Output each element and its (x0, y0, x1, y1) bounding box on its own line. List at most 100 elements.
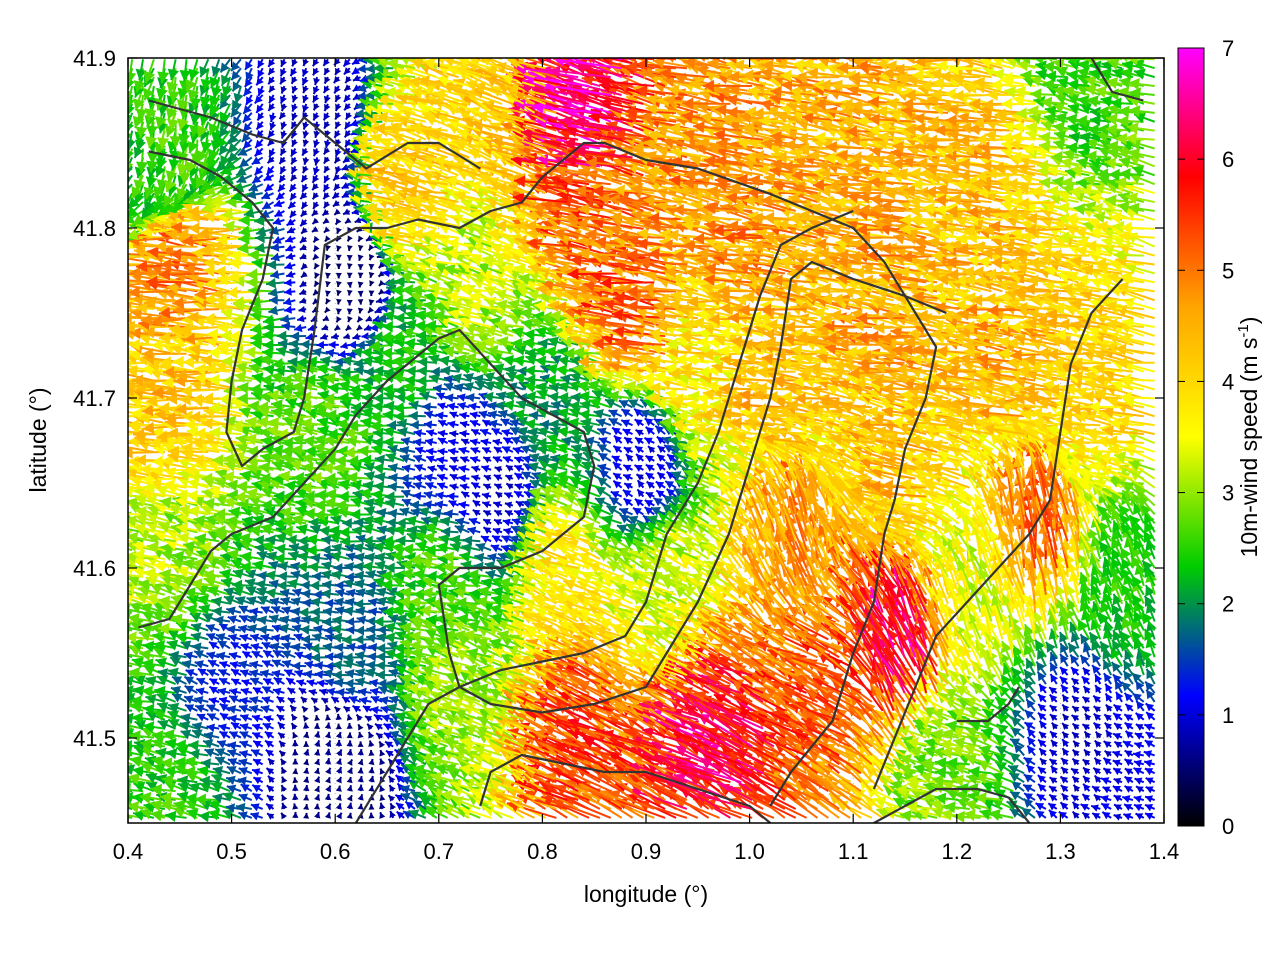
wind-arrow (1074, 785, 1081, 792)
wind-arrow-head (303, 716, 309, 722)
wind-arrow (303, 759, 309, 765)
wind-arrow (238, 777, 252, 786)
wind-arrow (209, 697, 219, 705)
wind-arrow (281, 777, 287, 784)
wind-arrow (1052, 723, 1059, 730)
wind-arrow (347, 803, 353, 809)
wind-arrow (292, 714, 298, 721)
wind-arrow-head (112, 801, 123, 812)
wind-arrow-head (325, 786, 331, 793)
wind-arrow (1123, 741, 1133, 748)
wind-arrow (1123, 813, 1133, 820)
wind-arrow-head (379, 750, 385, 756)
wind-arrow (240, 723, 252, 731)
wind-arrow (367, 724, 373, 731)
wind-arrow (292, 769, 298, 775)
wind-arrow-head (347, 795, 353, 801)
wind-arrow (1072, 696, 1079, 703)
wind-arrow-head (1074, 785, 1081, 792)
wind-arrow (267, 785, 274, 792)
wind-arrow (325, 786, 331, 793)
wind-arrow (368, 786, 374, 792)
wind-arrow (290, 705, 297, 712)
wind-arrow-head (964, 809, 976, 821)
wind-arrow (1094, 714, 1101, 721)
wind-arrow (252, 724, 262, 732)
wind-arrow-head (107, 754, 119, 766)
wind-arrow-head (268, 776, 275, 783)
wind-arrow-head (292, 759, 298, 765)
wind-arrow (1136, 786, 1144, 793)
wind-arrow-head (1094, 750, 1101, 757)
wind-arrow-head (109, 771, 121, 782)
wind-arrow (292, 759, 298, 765)
wind-arrow (314, 749, 320, 755)
wind-arrow (1096, 732, 1103, 739)
wind-arrow (278, 733, 285, 740)
wind-arrow (375, 724, 383, 731)
wind-arrow-head (347, 759, 353, 765)
wind-arrow (353, 706, 361, 713)
wind-arrow (1145, 768, 1155, 775)
wind-arrow (368, 813, 374, 819)
wind-arrow (1024, 774, 1035, 782)
wind-arrow (1072, 759, 1079, 766)
wind-arrow-head (325, 804, 331, 811)
wind-arrow (941, 809, 970, 821)
wind-arrow-shaft (120, 781, 143, 783)
wind-arrow-head (209, 697, 217, 705)
wind-arrow (1106, 693, 1113, 701)
wind-arrow (325, 768, 331, 775)
wind-arrow (325, 715, 331, 721)
wind-arrow (1049, 795, 1057, 802)
wind-arrow (253, 793, 263, 801)
wind-arrow (1085, 740, 1092, 747)
wind-arrow (1038, 775, 1046, 783)
wind-arrow (303, 777, 309, 783)
wind-arrow (227, 749, 241, 758)
wind-arrow (1106, 730, 1113, 738)
wind-arrow (1083, 784, 1090, 792)
wind-arrow (379, 741, 385, 748)
wind-arrow (397, 812, 405, 819)
wind-arrow (218, 688, 230, 696)
wind-arrow-head (346, 687, 355, 696)
wind-arrow-head (108, 810, 120, 822)
wind-arrow (358, 794, 364, 800)
wind-arrow-head (1012, 781, 1022, 790)
wind-arrow (301, 697, 308, 704)
wind-arrow (357, 749, 364, 755)
wind-arrow (281, 803, 287, 810)
wind-arrow-head (1085, 740, 1092, 747)
wind-arrow-head (347, 740, 353, 746)
wind-arrow-head (368, 750, 374, 756)
wind-arrow (253, 759, 263, 766)
wind-arrow (1114, 705, 1122, 712)
wind-arrow (336, 795, 342, 801)
wind-arrow-head (302, 706, 308, 712)
wind-arrow-head (112, 704, 123, 715)
wind-arrow (347, 715, 353, 721)
wind-arrow (251, 803, 263, 811)
wind-arrow (1134, 760, 1144, 767)
wind-arrow (1146, 703, 1155, 711)
wind-arrow (277, 697, 285, 704)
wind-arrow (347, 732, 353, 738)
wind-arrow (1073, 812, 1080, 819)
wind-arrow-head (314, 768, 320, 774)
wind-arrow (1102, 812, 1111, 819)
wind-arrow (303, 716, 309, 722)
wind-arrow (1038, 713, 1046, 721)
wind-arrow-head (336, 688, 345, 697)
wind-arrow (303, 813, 309, 819)
wind-arrow-head (1062, 704, 1069, 711)
wind-arrow (292, 785, 298, 791)
wind-arrow (262, 696, 274, 704)
wind-arrow (336, 749, 342, 756)
wind-arrow (1062, 695, 1069, 703)
wind-arrow (236, 803, 252, 813)
wind-arrow (1082, 724, 1089, 731)
wind-arrow (239, 767, 252, 775)
wind-arrow (253, 688, 263, 695)
